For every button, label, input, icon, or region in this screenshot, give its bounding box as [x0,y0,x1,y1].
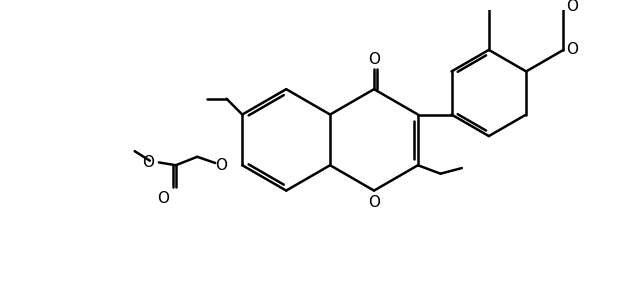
Text: O: O [566,42,579,58]
Text: O: O [215,158,227,173]
Text: O: O [368,195,380,210]
Text: O: O [157,191,169,206]
Text: O: O [566,0,579,14]
Text: O: O [142,155,154,170]
Text: O: O [368,52,380,67]
